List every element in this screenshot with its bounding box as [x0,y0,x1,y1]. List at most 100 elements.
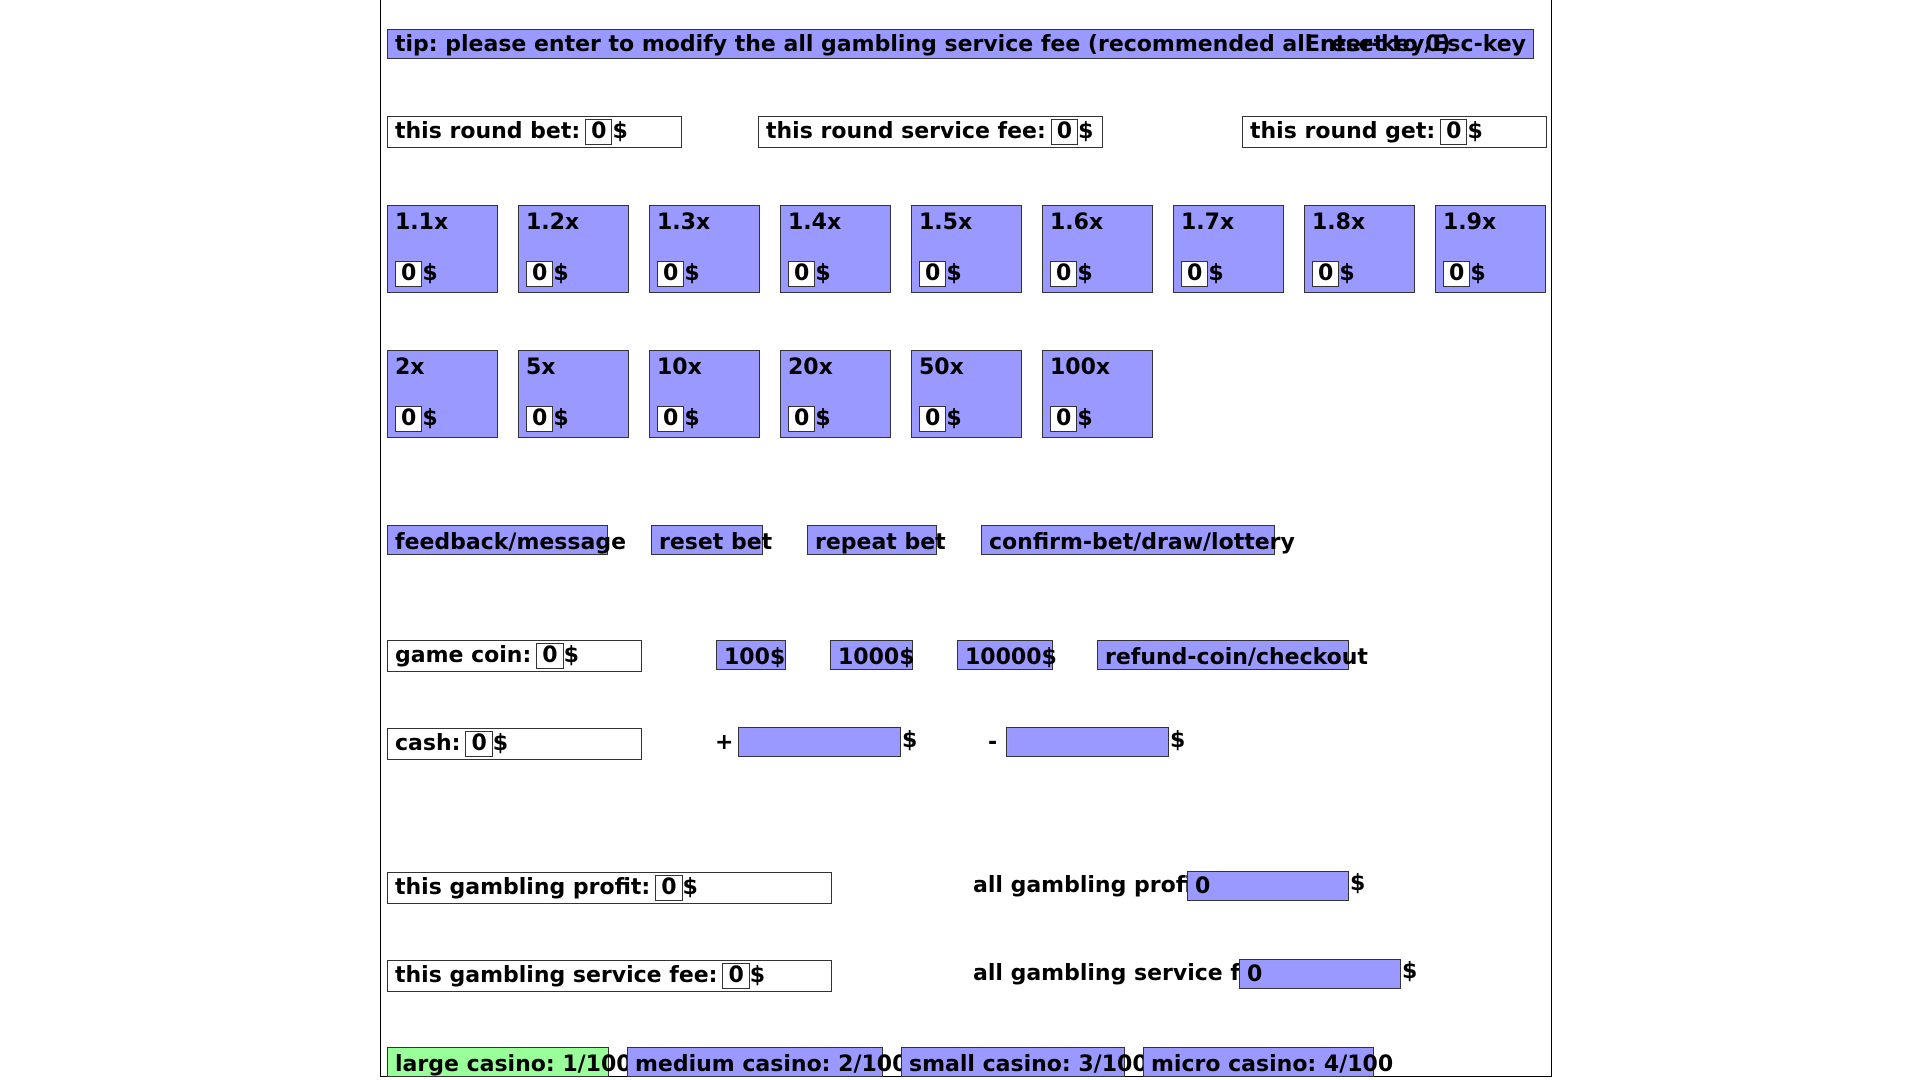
reset-bet-label: reset bet [659,530,773,555]
casino-option[interactable]: medium casino: 2/100 [627,1047,907,1077]
tip-keys: Enter-key/Esc-key [1304,32,1526,57]
multiplier-bet-value[interactable]: 0 [526,406,554,432]
multiplier-bet-value[interactable]: 0 [788,406,816,432]
round-fee-currency: $ [1078,119,1094,144]
multiplier-bet: 0 $ [919,261,962,287]
casino-option[interactable]: micro casino: 4/100 [1143,1047,1393,1077]
multiplier-box[interactable]: 100x 0 $ [1042,350,1153,438]
buy-100-button[interactable]: 100$ [716,640,786,670]
buy-10000-button[interactable]: 10000$ [957,640,1057,670]
multiplier-bet-value[interactable]: 0 [1312,261,1340,287]
multiplier-bet-currency: $ [946,261,962,286]
casino-option[interactable]: large casino: 1/100 [387,1047,632,1077]
this-profit-label: this gambling profit: [395,875,651,900]
multiplier-box[interactable]: 1.2x 0 $ [518,205,629,293]
round-fee-label: this round service fee: [766,119,1046,144]
multiplier-box[interactable]: 1.8x 0 $ [1304,205,1415,293]
casino-option-label: large casino: 1/100 [395,1052,632,1077]
all-profit-input[interactable]: 0 [1187,871,1349,901]
multiplier-bet-currency: $ [1470,261,1486,286]
multiplier-bet: 0 $ [395,261,438,287]
multiplier-box[interactable]: 10x 0 $ [649,350,760,438]
confirm-bet-button[interactable]: confirm-bet/draw/lottery [981,525,1295,555]
multiplier-label: 1.5x [919,210,973,235]
refund-checkout-button[interactable]: refund-coin/checkout [1097,640,1368,670]
all-profit-currency: $ [1350,871,1366,896]
refund-checkout-label: refund-coin/checkout [1105,645,1368,670]
multiplier-box[interactable]: 2x 0 $ [387,350,498,438]
multiplier-bet-value[interactable]: 0 [919,406,947,432]
multiplier-bet-currency: $ [553,406,569,431]
multiplier-bet-value[interactable]: 0 [1050,406,1078,432]
multiplier-box[interactable]: 1.7x 0 $ [1173,205,1284,293]
this-profit-value: 0 [655,875,683,901]
multiplier-bet-value[interactable]: 0 [395,406,423,432]
multiplier-bet-currency: $ [946,406,962,431]
multiplier-label: 100x [1050,355,1111,380]
cash-value: 0 [465,731,493,757]
multiplier-bet-value[interactable]: 0 [1050,261,1078,287]
multiplier-bet: 0 $ [657,406,700,432]
round-get-field: this round get: 0 $ [1242,116,1547,148]
multiplier-label: 1.6x [1050,210,1104,235]
multiplier-label: 10x [657,355,702,380]
multiplier-bet: 0 $ [1312,261,1355,287]
multiplier-label: 1.7x [1181,210,1235,235]
multiplier-label: 1.8x [1312,210,1366,235]
buy-10000-label: 10000$ [965,645,1057,670]
this-profit-currency: $ [682,875,698,900]
multiplier-bet-value[interactable]: 0 [1181,261,1209,287]
cash-plus-sign: + [715,730,734,755]
all-fee-input[interactable]: 0 [1239,959,1401,989]
buy-1000-button[interactable]: 1000$ [830,640,915,670]
cash-currency: $ [492,731,509,756]
multiplier-bet-value[interactable]: 0 [526,261,554,287]
multiplier-box[interactable]: 1.3x 0 $ [649,205,760,293]
multiplier-box[interactable]: 1.1x 0 $ [387,205,498,293]
round-get-label: this round get: [1250,119,1436,144]
tip-text: tip: please enter to modify the all gamb… [395,32,1451,57]
multiplier-box[interactable]: 1.5x 0 $ [911,205,1022,293]
round-bet-label: this round bet: [395,119,581,144]
multiplier-bet-value[interactable]: 0 [1443,261,1471,287]
this-profit-field: this gambling profit: 0 $ [387,872,832,904]
this-fee-currency: $ [749,963,766,988]
multiplier-bet-currency: $ [422,406,438,431]
round-get-currency: $ [1467,119,1483,144]
multiplier-bet-value[interactable]: 0 [657,406,685,432]
multiplier-label: 1.9x [1443,210,1497,235]
cash-add-input[interactable] [738,727,901,757]
buy-100-label: 100$ [724,645,786,670]
multiplier-bet-value[interactable]: 0 [788,261,816,287]
all-fee-currency: $ [1402,959,1418,984]
multiplier-box[interactable]: 1.6x 0 $ [1042,205,1153,293]
tip-bar: tip: please enter to modify the all gamb… [387,29,1534,59]
feedback-button-label: feedback/message [395,530,627,555]
multiplier-box[interactable]: 20x 0 $ [780,350,891,438]
multiplier-box[interactable]: 1.9x 0 $ [1435,205,1546,293]
buy-1000-label: 1000$ [838,645,915,670]
feedback-button[interactable]: feedback/message [387,525,626,555]
multiplier-bet-value[interactable]: 0 [395,261,423,287]
this-fee-field: this gambling service fee: 0 $ [387,960,832,992]
multiplier-label: 1.2x [526,210,580,235]
multiplier-box[interactable]: 5x 0 $ [518,350,629,438]
all-profit-label: all gambling profit: [973,873,1212,898]
casino-option-label: small casino: 3/100 [909,1052,1148,1077]
multiplier-box[interactable]: 1.4x 0 $ [780,205,891,293]
round-fee-field: this round service fee: 0 $ [758,116,1103,148]
multiplier-bet: 0 $ [395,406,438,432]
multiplier-bet-value[interactable]: 0 [919,261,947,287]
round-bet-currency: $ [612,119,628,144]
multiplier-label: 2x [395,355,425,380]
cash-field: cash: 0 $ [387,728,642,760]
repeat-bet-button[interactable]: repeat bet [807,525,946,555]
multiplier-bet-value[interactable]: 0 [657,261,685,287]
casino-option[interactable]: small casino: 3/100 [901,1047,1148,1077]
cash-subtract-input[interactable] [1006,727,1169,757]
multiplier-bet-currency: $ [422,261,438,286]
reset-bet-button[interactable]: reset bet [651,525,772,555]
this-fee-value: 0 [722,963,750,989]
multiplier-box[interactable]: 50x 0 $ [911,350,1022,438]
multiplier-bet: 0 $ [919,406,962,432]
